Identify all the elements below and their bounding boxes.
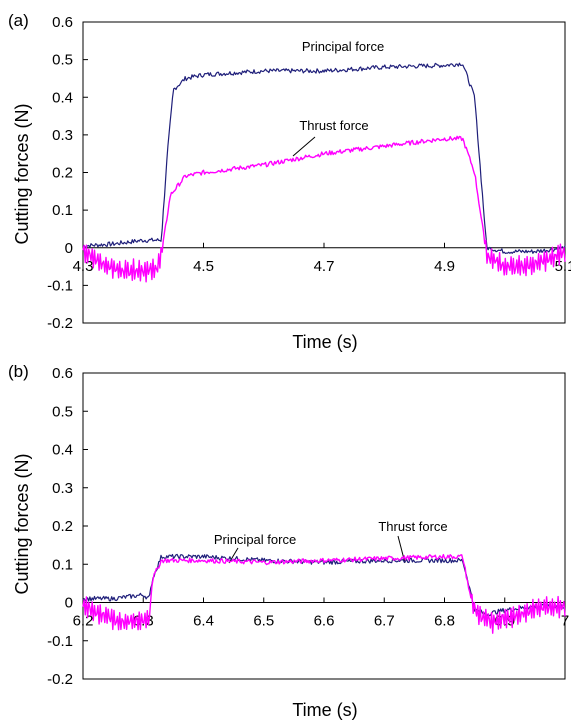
y-tick-label-a: 0.5 xyxy=(52,52,73,69)
x-tick-label-b: 7 xyxy=(561,613,569,630)
thrust-force-line-b xyxy=(82,553,566,634)
y-tick-label-b: 0.4 xyxy=(52,442,73,459)
y-tick-label-b: -0.1 xyxy=(47,633,73,650)
x-tick-label-b: 6.7 xyxy=(374,613,395,630)
thrust-force-line-a xyxy=(82,135,566,283)
y-tick-label-b: 0.3 xyxy=(52,480,73,497)
x-axis-label-b: Time (s) xyxy=(292,700,357,720)
y-tick-label-b: 0.5 xyxy=(52,403,73,420)
annotation-principal-force-a: Principal force xyxy=(302,39,384,54)
y-tick-label-a: 0 xyxy=(65,240,73,257)
x-tick-label-a: 4.7 xyxy=(314,258,335,275)
y-axis-label-b: Cutting forces (N) xyxy=(12,453,32,594)
annotation-leader-thrust-a xyxy=(292,136,316,157)
y-tick-label-b: 0.1 xyxy=(52,556,73,573)
y-tick-label-a: 0.1 xyxy=(52,202,73,219)
y-tick-label-a: 0.3 xyxy=(52,127,73,144)
y-tick-label-a: -0.2 xyxy=(47,315,73,332)
panel-label-b: (b) xyxy=(8,362,29,381)
principal-force-line-b xyxy=(82,553,566,617)
y-tick-label-b: 0 xyxy=(65,595,73,612)
plot-frame-a xyxy=(82,21,566,324)
x-axis-label-a: Time (s) xyxy=(292,332,357,352)
y-tick-label-a: 0.4 xyxy=(52,89,73,106)
x-tick-label-a: 4.9 xyxy=(434,258,455,275)
annotation-leader-principal-b xyxy=(228,547,239,564)
y-tick-label-b: 0.6 xyxy=(52,365,73,382)
y-tick-label-a: 0.2 xyxy=(52,165,73,182)
x-tick-label-b: 6.8 xyxy=(434,613,455,630)
panel-label-a: (a) xyxy=(8,11,29,30)
annotation-thrust-force-b: Thrust force xyxy=(378,519,447,534)
x-tick-label-b: 6.4 xyxy=(193,613,214,630)
y-axis-label-a: Cutting forces (N) xyxy=(12,103,32,244)
x-tick-label-a: 4.5 xyxy=(193,258,214,275)
annotation-principal-force-b: Principal force xyxy=(214,532,296,547)
y-tick-label-a: -0.1 xyxy=(47,277,73,294)
y-tick-label-b: -0.2 xyxy=(47,671,73,688)
principal-force-line-a xyxy=(82,62,566,254)
annotation-thrust-force-a: Thrust force xyxy=(299,118,368,133)
x-tick-label-b: 6.6 xyxy=(314,613,335,630)
x-tick-label-a: 5.1 xyxy=(555,258,571,275)
x-tick-label-b: 6.5 xyxy=(253,613,274,630)
y-tick-label-a: 0.6 xyxy=(52,14,73,31)
y-tick-label-b: 0.2 xyxy=(52,518,73,535)
